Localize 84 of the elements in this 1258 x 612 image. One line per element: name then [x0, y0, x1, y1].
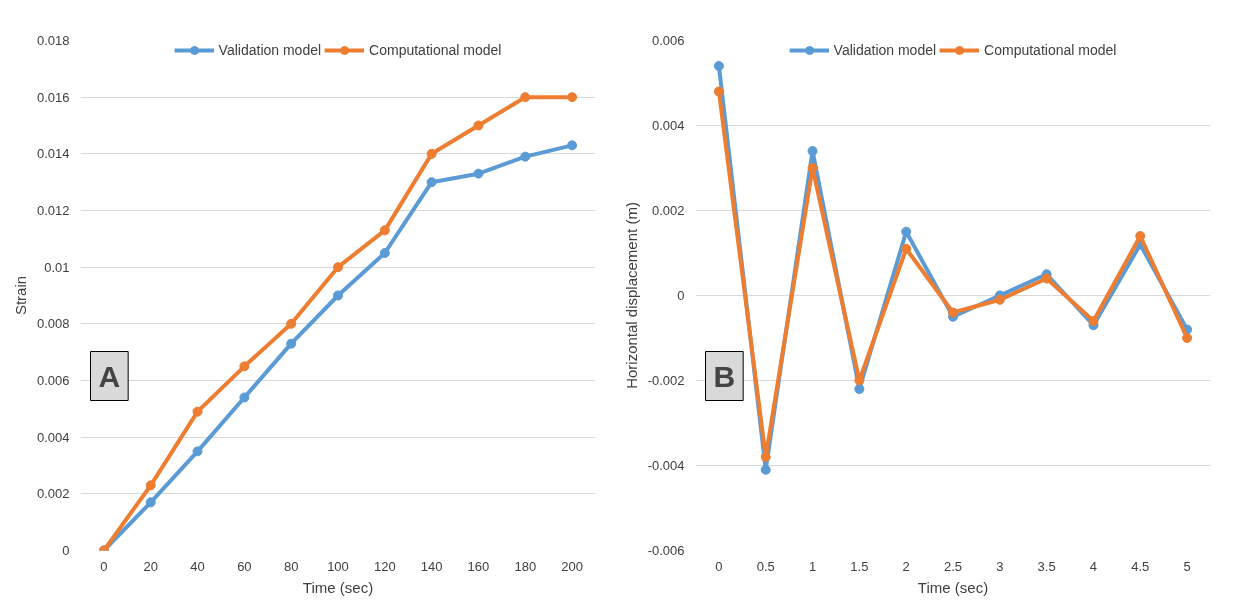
y-tick-label: 0.006: [36, 373, 70, 388]
point: [286, 318, 297, 329]
y-tick-label: 0.008: [36, 316, 70, 332]
x-tick-label: 80: [283, 558, 299, 574]
y-tick-label: -0.004: [647, 458, 685, 473]
x-tick-label: 2: [902, 558, 910, 574]
point: [145, 497, 156, 508]
point: [520, 92, 531, 103]
point: [145, 480, 156, 491]
x-tick-label: 1: [808, 558, 817, 574]
legend-label: Validation model: [833, 42, 937, 58]
x-tick-label: 3.5: [1037, 558, 1056, 574]
x-tick-label: 60: [237, 558, 252, 574]
point: [379, 248, 390, 258]
y-axis-title: Strain: [11, 275, 29, 316]
point: [567, 92, 578, 103]
x-tick-label: 4: [1089, 558, 1098, 574]
annotation: A: [98, 359, 121, 393]
x-tick-label: 0: [715, 558, 723, 574]
point: [286, 338, 297, 349]
x-tick-label: 3: [996, 558, 1004, 574]
y-tick-label: 0.006: [651, 33, 685, 48]
y-tick-label: 0.01: [44, 259, 70, 275]
x-tick-label: 100: [327, 558, 349, 574]
y-tick-label: 0.002: [651, 203, 685, 218]
point: [1182, 333, 1193, 343]
x-tick-label: 0: [100, 558, 108, 574]
point: [713, 61, 724, 71]
x-tick-label: 20: [143, 558, 158, 574]
point: [426, 148, 437, 159]
x-tick-label: 120: [373, 558, 396, 574]
y-tick-label: 0.018: [36, 33, 70, 48]
point: [567, 140, 578, 151]
x-tick-label: 1.5: [850, 558, 869, 574]
x-tick-label: 160: [467, 558, 490, 574]
point: [760, 464, 771, 475]
x-tick-label: 40: [190, 558, 205, 574]
point: [379, 225, 390, 236]
x-axis-title: Time (sec): [302, 578, 374, 596]
point: [1041, 273, 1052, 284]
y-tick-label: 0.012: [36, 203, 70, 218]
x-tick-label: 140: [420, 558, 443, 574]
x-tick-label: 5: [1183, 558, 1191, 574]
point: [520, 151, 531, 162]
x-tick-label: 200: [561, 558, 583, 574]
point: [854, 384, 865, 394]
x-axis-title: Time (sec): [917, 578, 989, 596]
y-tick-label: -0.006: [647, 543, 685, 558]
point: [994, 294, 1005, 305]
legend-label: Computational model: [984, 42, 1117, 58]
point: [239, 392, 250, 403]
x-tick-label: 0.5: [756, 558, 775, 574]
point: [1088, 316, 1099, 326]
y-tick-label: 0.004: [651, 118, 685, 133]
y-tick-label: 0: [677, 288, 685, 303]
y-tick-label: 0.002: [36, 486, 70, 502]
point: [854, 375, 865, 386]
point: [901, 243, 912, 254]
x-tick-label: 2.5: [943, 558, 963, 574]
point: [807, 146, 818, 156]
legend-label: Computational model: [369, 42, 502, 58]
x-tick-label: 4.5: [1131, 558, 1150, 574]
y-tick-label: 0.014: [36, 146, 70, 162]
point: [333, 290, 343, 301]
point: [948, 307, 958, 318]
point: [760, 452, 771, 462]
point: [473, 120, 484, 131]
point: [333, 262, 343, 273]
point: [473, 168, 484, 179]
y-tick-label: 0.016: [36, 89, 70, 105]
y-tick-label: 0: [62, 543, 70, 558]
point: [1135, 231, 1146, 241]
y-tick-label: 0.004: [36, 429, 70, 445]
point: [713, 86, 724, 97]
y-tick-label: -0.002: [647, 373, 685, 388]
legend-label: Validation model: [218, 42, 322, 58]
point: [192, 446, 203, 457]
point: [192, 406, 203, 417]
y-axis-title: Horizontal displacement (m): [622, 202, 640, 389]
point: [239, 361, 250, 372]
point: [807, 163, 818, 173]
annotation: B: [713, 359, 736, 393]
x-tick-label: 180: [514, 558, 537, 574]
point: [426, 177, 437, 188]
